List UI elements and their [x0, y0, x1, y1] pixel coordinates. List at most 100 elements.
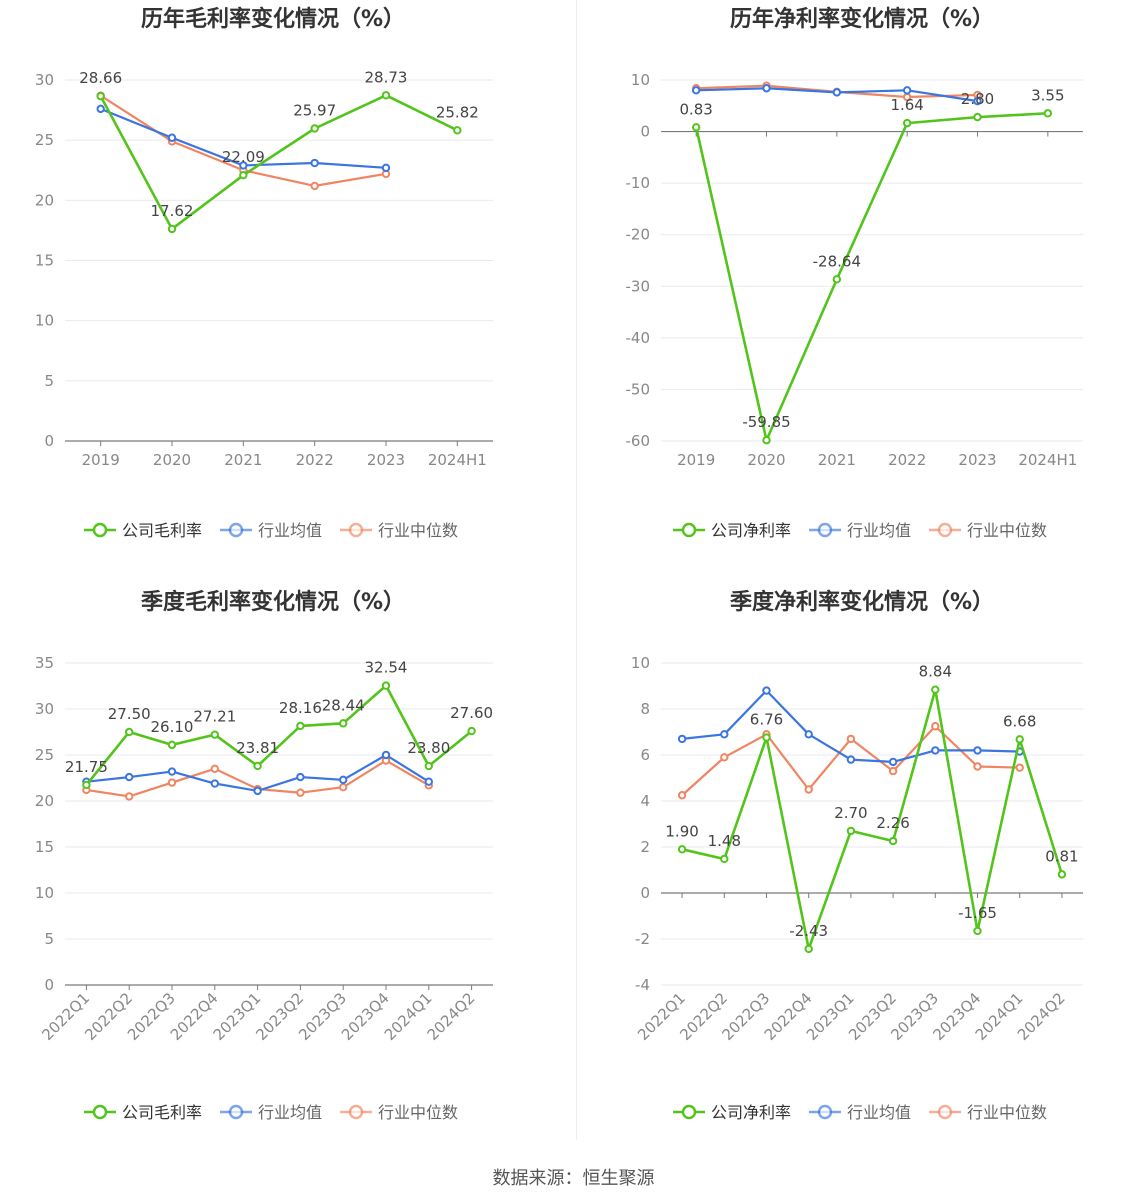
data-point-median — [296, 788, 305, 797]
data-label: 28.66 — [79, 69, 122, 87]
legend-marker-icon — [348, 522, 364, 538]
data-point-average — [167, 767, 177, 776]
legend-marker-icon — [92, 522, 108, 538]
data-point-company — [167, 740, 177, 750]
data-label: 3.55 — [1031, 86, 1064, 104]
x-tick-label: 2023 — [958, 451, 996, 469]
legend-marker-icon — [92, 1104, 108, 1120]
chart-panel-3: 季度毛利率变化情况（%）051015202530352022Q12022Q220… — [35, 589, 493, 1122]
data-point-average — [210, 779, 220, 788]
legend-item: 行业均值 — [809, 521, 911, 540]
legend-item: 行业中位数 — [929, 1103, 1047, 1122]
data-point-median — [310, 181, 319, 191]
y-tick-label: -2 — [635, 930, 650, 948]
data-point-average — [677, 734, 687, 744]
data-label: 26.10 — [151, 718, 194, 736]
legend-label: 行业中位数 — [378, 1103, 458, 1122]
legend-marker-icon — [937, 1104, 953, 1120]
data-point-company — [804, 944, 813, 954]
data-point-average — [720, 730, 729, 739]
data-point-average — [381, 750, 391, 760]
legend-label: 公司毛利率 — [122, 1103, 202, 1122]
data-point-average — [762, 686, 771, 695]
legend-label: 行业均值 — [258, 1103, 322, 1122]
data-point-company — [846, 826, 856, 836]
chart-title: 历年净利率变化情况（%） — [730, 6, 994, 32]
x-tick-label: 2021 — [818, 451, 856, 469]
data-point-median — [720, 753, 729, 762]
chart-panel-4: 季度净利率变化情况（%）-4-202468102022Q12022Q22022Q… — [631, 589, 1083, 1122]
data-point-average — [888, 757, 898, 767]
chart-panel-1: 历年毛利率变化情况（%） 0 5 10 15 20 25 30 2019 2020 2021 2022… — [35, 6, 493, 540]
legend-item: 行业均值 — [220, 521, 322, 540]
data-point-company — [253, 761, 262, 771]
source-footer: 数据来源：恒生聚源 — [492, 1168, 655, 1189]
legend-label: 行业中位数 — [967, 1103, 1047, 1122]
data-point-average — [762, 84, 771, 93]
y-tick-label: -20 — [626, 226, 651, 244]
data-point-average — [381, 163, 391, 173]
legend-marker-icon — [681, 522, 697, 538]
data-point-company — [973, 112, 982, 122]
chart-title: 季度毛利率变化情况（%） — [141, 589, 405, 615]
legend-label: 行业均值 — [847, 521, 911, 540]
chart-panel-2: 历年净利率变化情况（%） -60 -50 -40 -30 -20 -10 0 10 2019 202… — [626, 6, 1083, 540]
data-point-company — [453, 126, 462, 135]
panel-divider — [576, 0, 577, 1140]
data-point-company — [96, 91, 105, 101]
y-tick-label: 15 — [35, 838, 54, 856]
data-point-average — [310, 158, 319, 168]
series-line-average — [681, 689, 1020, 764]
data-point-median — [167, 778, 177, 787]
y-tick-label: 5 — [44, 372, 54, 390]
data-point-company — [381, 91, 391, 100]
data-label: -28.64 — [813, 252, 861, 270]
data-point-company — [1057, 870, 1067, 879]
y-tick-label: -30 — [626, 277, 651, 295]
y-tick-label: 35 — [35, 654, 54, 672]
data-label: -1.65 — [958, 904, 997, 922]
data-label: -2.43 — [789, 922, 828, 940]
legend-item: 行业均值 — [220, 1103, 322, 1122]
data-point-median — [1015, 763, 1024, 772]
x-tick-label: 2020 — [747, 451, 785, 469]
y-tick-label: 10 — [35, 884, 54, 902]
data-label: 2.80 — [961, 90, 994, 108]
chart-title: 季度净利率变化情况（%） — [730, 589, 994, 615]
data-point-average — [167, 133, 177, 142]
data-label: 28.16 — [279, 699, 322, 717]
data-point-company — [677, 845, 687, 854]
data-point-average — [804, 730, 813, 739]
data-label: 17.62 — [151, 202, 194, 220]
y-tick-label: 10 — [631, 71, 650, 89]
series-line-company — [681, 688, 1064, 951]
data-label: 25.82 — [436, 103, 479, 121]
data-point-company — [832, 275, 842, 284]
legend-marker-icon — [228, 522, 244, 538]
y-tick-label: -10 — [626, 174, 651, 192]
legend-marker-icon — [681, 1104, 697, 1120]
data-label: 8.84 — [919, 663, 952, 681]
data-label: 23.81 — [236, 739, 279, 757]
data-point-company — [888, 836, 898, 846]
y-tick-label: 4 — [640, 792, 650, 810]
data-point-median — [931, 722, 940, 731]
y-tick-label: 15 — [35, 252, 54, 270]
y-tick-label: 25 — [35, 131, 54, 149]
data-point-average — [253, 786, 262, 796]
data-point-company — [467, 726, 476, 736]
y-tick-label: -50 — [626, 380, 651, 398]
data-label: 6.76 — [750, 711, 783, 729]
data-point-average — [973, 746, 982, 755]
legend-marker-icon — [937, 522, 953, 538]
data-point-median — [804, 785, 813, 794]
data-point-average — [832, 88, 842, 97]
legend-item: 公司毛利率 — [84, 521, 202, 540]
data-point-median — [888, 766, 898, 776]
data-label: 0.83 — [679, 100, 712, 118]
data-label: 32.54 — [365, 659, 408, 677]
legend-item: 行业中位数 — [340, 1103, 458, 1122]
legend-marker-icon — [348, 1104, 364, 1120]
data-label: -59.85 — [742, 413, 790, 431]
data-point-company — [82, 780, 91, 790]
